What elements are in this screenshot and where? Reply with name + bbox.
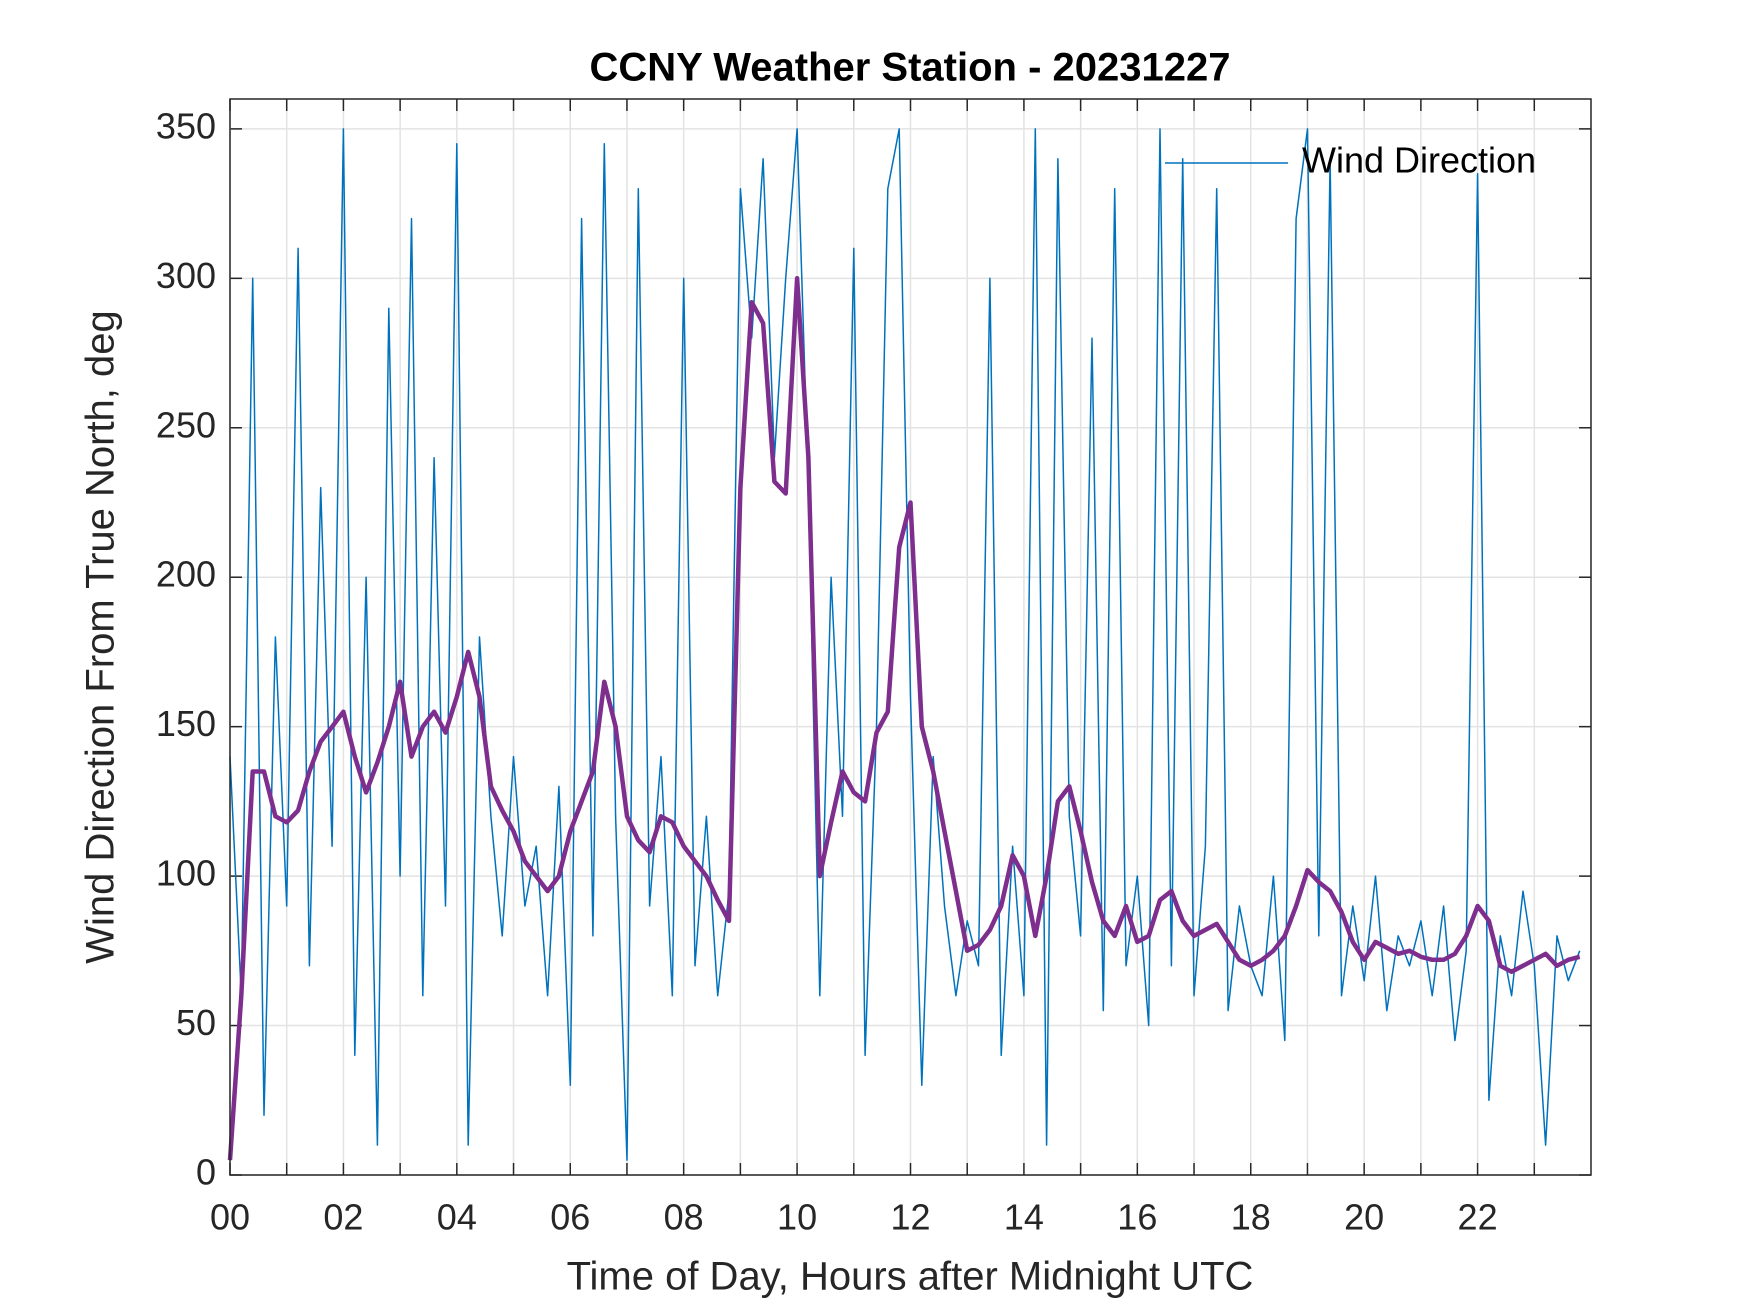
x-tick-label: 10 (777, 1197, 817, 1238)
x-axis-label: Time of Day, Hours after Midnight UTC (567, 1255, 1254, 1299)
x-tick-label: 18 (1231, 1197, 1271, 1238)
x-tick-label: 16 (1117, 1197, 1157, 1238)
y-tick-label: 250 (156, 404, 216, 445)
y-tick-label: 100 (156, 853, 216, 894)
x-tick-label: 06 (550, 1197, 590, 1238)
x-tick-label: 12 (890, 1197, 930, 1238)
series-line (229, 128, 1581, 1161)
x-tick-label: 00 (210, 1197, 250, 1238)
x-tick-label: 08 (664, 1197, 704, 1238)
series-line (227, 276, 1581, 1161)
x-tick-label: 22 (1458, 1197, 1498, 1238)
y-tick-label: 0 (196, 1152, 216, 1193)
x-tick-label: 20 (1344, 1197, 1384, 1238)
y-tick-label: 350 (156, 105, 216, 146)
legend-label: Wind Direction (1302, 140, 1536, 181)
y-tick-label: 300 (156, 255, 216, 296)
y-tick-label: 200 (156, 554, 216, 595)
x-tick-label: 04 (437, 1197, 477, 1238)
chart-title: CCNY Weather Station - 20231227 (590, 46, 1231, 90)
plot-frame (229, 98, 1592, 1176)
x-tick-label: 02 (323, 1197, 363, 1238)
y-tick-label: 150 (156, 703, 216, 744)
y-tick-label: 50 (176, 1002, 216, 1043)
x-tick-label: 14 (1004, 1197, 1044, 1238)
y-axis-label: Wind Direction From True North, deg (79, 310, 123, 964)
